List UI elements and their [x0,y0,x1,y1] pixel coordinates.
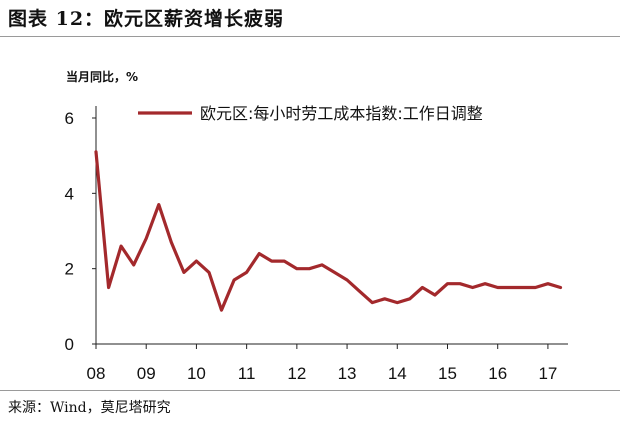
y-tick-label: 6 [65,109,74,128]
y-axis-unit-label: 当月同比，% [66,70,139,84]
x-tick-label: 12 [287,364,306,383]
x-axis-ticks: 08 09 10 11 12 13 14 15 16 17 [87,344,557,383]
source-note: 来源：Wind，莫尼塔研究 [8,400,171,416]
title-divider [0,36,620,37]
y-tick-label: 0 [65,335,74,354]
x-tick-label: 17 [538,364,557,383]
y-tick-label: 4 [65,184,74,203]
y-tick-label: 2 [65,260,74,279]
x-tick-label: 14 [388,364,407,383]
figure-title: 图表 12：欧元区薪资增长疲弱 [8,8,285,30]
chart-legend: 欧元区:每小时劳工成本指数:工作日调整 [138,104,483,123]
x-tick-label: 08 [87,364,106,383]
footer-divider [0,390,620,391]
x-tick-label: 10 [187,364,206,383]
chart-axes [95,106,568,345]
legend-label: 欧元区:每小时劳工成本指数:工作日调整 [200,104,483,123]
x-tick-label: 09 [137,364,156,383]
chart-series [94,150,563,312]
series-line [94,150,563,312]
x-tick-label: 13 [338,364,357,383]
y-axis-ticks: 0 2 4 6 [65,109,96,354]
line-chart: 0 2 4 6 08 09 10 11 12 13 14 15 16 17 欧元区:每小时劳工成本指数:… [65,104,568,383]
x-tick-label: 16 [488,364,507,383]
x-tick-label: 15 [438,364,457,383]
x-tick-label: 11 [238,364,256,383]
